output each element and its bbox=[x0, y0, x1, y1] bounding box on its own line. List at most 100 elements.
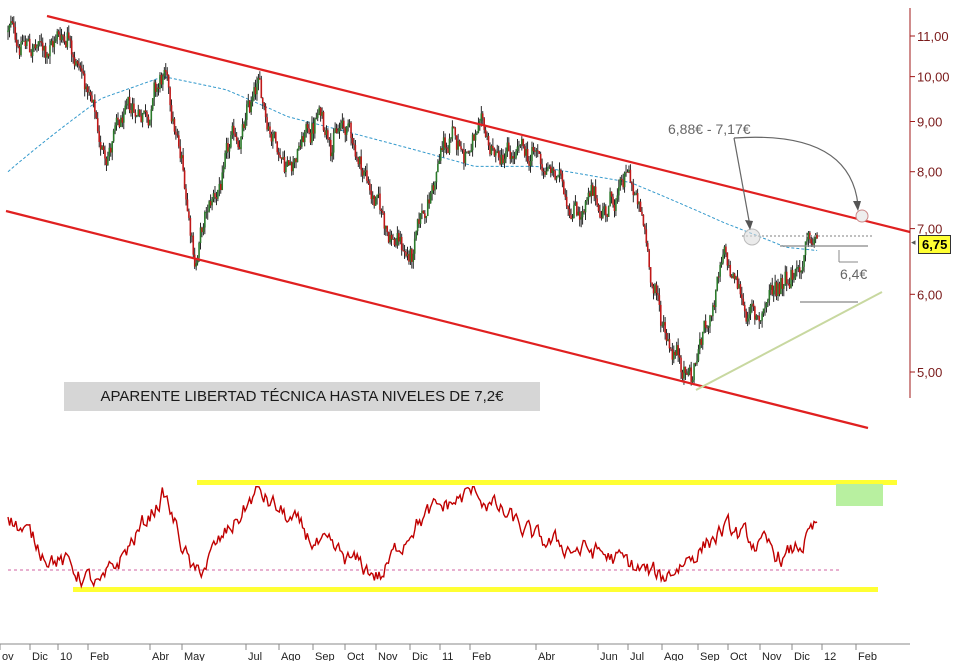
candle-body bbox=[209, 201, 212, 206]
candle-body bbox=[739, 284, 742, 295]
candle-body bbox=[578, 211, 581, 220]
candle-body bbox=[108, 147, 111, 157]
candle-body bbox=[652, 286, 655, 294]
candle-body bbox=[289, 162, 292, 166]
candle-body bbox=[767, 299, 769, 303]
candle-body bbox=[512, 156, 514, 159]
candle-body bbox=[631, 182, 633, 185]
candle-body bbox=[315, 117, 318, 120]
candle-body bbox=[303, 131, 306, 143]
candle-body bbox=[340, 123, 342, 128]
candle-body bbox=[222, 166, 225, 173]
candle-body bbox=[613, 204, 616, 211]
time-tick-label: Feb bbox=[472, 651, 491, 661]
annotation-arrow-right bbox=[733, 136, 859, 206]
candle-body bbox=[729, 264, 732, 277]
candle-body bbox=[56, 31, 59, 39]
candle-body bbox=[670, 348, 672, 350]
candle-body bbox=[649, 267, 652, 283]
candle-body bbox=[662, 322, 665, 326]
candle-body bbox=[519, 144, 522, 146]
candle-body bbox=[67, 32, 70, 39]
candle-body bbox=[743, 305, 746, 312]
candle-body bbox=[324, 130, 326, 135]
candle-body bbox=[183, 170, 186, 189]
candle-body bbox=[466, 151, 468, 153]
candle-body bbox=[749, 305, 752, 315]
candle-body bbox=[141, 113, 144, 122]
time-tick-label: Sep bbox=[315, 651, 335, 661]
candle-body bbox=[298, 145, 300, 150]
candle-body bbox=[730, 276, 733, 278]
candle-body bbox=[264, 106, 267, 118]
candle-body bbox=[513, 157, 516, 159]
candle-body bbox=[418, 219, 420, 224]
candle-body bbox=[367, 180, 370, 184]
candle-body bbox=[468, 151, 471, 153]
candle-body bbox=[706, 327, 708, 329]
candle-body bbox=[599, 210, 601, 218]
candle-body bbox=[412, 253, 415, 262]
candle-body bbox=[20, 42, 22, 56]
candle-body bbox=[244, 119, 247, 129]
candle-body bbox=[215, 197, 218, 199]
candle-body bbox=[235, 136, 238, 141]
candle-body bbox=[395, 245, 397, 246]
time-tick-label: Feb bbox=[90, 651, 109, 661]
support-level-label: 6,4€ bbox=[840, 266, 867, 282]
candle-body bbox=[43, 46, 45, 51]
candle-body bbox=[136, 116, 138, 117]
candle-body bbox=[463, 150, 465, 164]
candle-body bbox=[89, 92, 92, 96]
candle-body bbox=[149, 120, 151, 126]
candle-body bbox=[597, 204, 600, 211]
candle-body bbox=[316, 113, 319, 118]
candle-body bbox=[379, 193, 381, 210]
candle-body bbox=[510, 156, 513, 160]
candle-body bbox=[593, 186, 596, 196]
candle-body bbox=[109, 147, 112, 153]
candle-body bbox=[658, 295, 661, 305]
candle-body bbox=[406, 254, 409, 256]
candle-body bbox=[52, 40, 54, 48]
candle-body bbox=[371, 195, 374, 200]
candle-body bbox=[147, 116, 150, 126]
time-tick-label: 10 bbox=[60, 651, 72, 661]
candle-body bbox=[205, 212, 208, 213]
candle-body bbox=[319, 107, 322, 116]
candle-body bbox=[128, 96, 131, 111]
candle-body bbox=[625, 171, 627, 173]
candle-body bbox=[361, 170, 364, 176]
candle-body bbox=[667, 339, 669, 341]
candle-body bbox=[723, 246, 726, 255]
channel-lower-line bbox=[5, 209, 869, 430]
candle-body bbox=[618, 186, 620, 196]
candle-body bbox=[143, 110, 145, 114]
candle-body bbox=[133, 103, 135, 113]
candle-body bbox=[44, 46, 47, 58]
candle-body bbox=[88, 92, 90, 93]
candle-body bbox=[771, 284, 774, 295]
candle-body bbox=[633, 194, 636, 196]
candle-body bbox=[92, 99, 95, 103]
candle-body bbox=[389, 234, 391, 243]
candle-body bbox=[751, 303, 753, 306]
candle-body bbox=[151, 98, 154, 110]
candle-body bbox=[250, 101, 252, 113]
candle-body bbox=[402, 250, 404, 252]
candle-body bbox=[373, 195, 375, 206]
candle-body bbox=[195, 263, 197, 267]
candle-body bbox=[154, 82, 157, 92]
candle-body bbox=[506, 142, 509, 152]
candle-body bbox=[224, 153, 226, 167]
candle-body bbox=[193, 254, 196, 267]
candle-body bbox=[277, 152, 280, 156]
candle-body bbox=[745, 311, 747, 322]
candle-body bbox=[192, 235, 195, 255]
candle-body bbox=[453, 126, 455, 129]
candle-body bbox=[256, 83, 258, 95]
candle-body bbox=[704, 320, 707, 328]
candle-body bbox=[573, 205, 575, 219]
candle-body bbox=[309, 132, 312, 143]
candle-body bbox=[124, 105, 127, 114]
